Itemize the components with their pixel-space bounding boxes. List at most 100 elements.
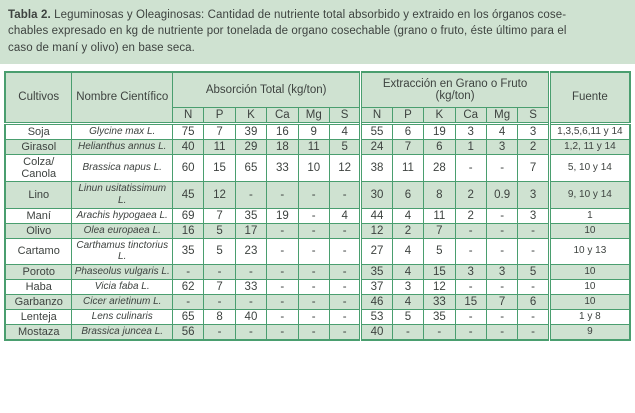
extraction-value-cell: 40 — [359, 324, 393, 341]
absorption-value-cell: 4 — [328, 122, 362, 140]
extraction-value-cell: - — [454, 153, 487, 182]
extraction-value-cell: - — [485, 207, 519, 224]
nutrient-col-header: K — [423, 106, 456, 124]
extraction-value-cell: 33 — [423, 294, 456, 311]
extraction-value-cell: 2 — [517, 138, 550, 155]
scientific-name-cell: Vicia faba L. — [71, 279, 173, 296]
absorption-value-cell: - — [266, 324, 299, 341]
absorption-value-cell: - — [171, 264, 205, 281]
table-row: Soja Glycine max L. 75 7 39 16 9 4 55 6 … — [4, 122, 631, 140]
extraction-value-cell: 35 — [359, 264, 393, 281]
absorption-value-cell: - — [297, 279, 330, 296]
absorption-value-cell: 35 — [171, 237, 205, 266]
absorption-value-cell: 18 — [266, 138, 299, 155]
extraction-value-cell: 2 — [391, 222, 425, 239]
crop-name-cell: Soja — [4, 122, 73, 140]
absorption-value-cell: 45 — [171, 180, 205, 209]
caption-line-3: caso de maní y olivo) en base seca. — [8, 41, 195, 54]
extraction-value-cell: - — [517, 222, 550, 239]
absorption-value-cell: - — [297, 180, 330, 209]
absorption-value-cell: 7 — [203, 279, 236, 296]
extraction-value-cell: 0.9 — [485, 180, 519, 209]
absorption-value-cell: - — [171, 294, 205, 311]
extraction-value-cell: 5 — [391, 309, 425, 326]
absorption-value-cell: 65 — [171, 309, 205, 326]
extraction-value-cell: 6 — [391, 180, 425, 209]
header-extraccion-grano: Extracción en Grano o Fruto (kg/ton) — [359, 71, 550, 108]
extraction-value-cell: 3 — [517, 207, 550, 224]
extraction-value-cell: 5 — [423, 237, 456, 266]
absorption-value-cell: 16 — [171, 222, 205, 239]
header-row-main: Cultivos Nombre Científico Absorción Tot… — [4, 71, 631, 124]
absorption-value-cell: - — [266, 309, 299, 326]
source-cell: 9, 10 y 14 — [547, 180, 631, 209]
extraction-value-cell: - — [454, 279, 487, 296]
source-cell: 1 — [547, 207, 631, 224]
extraction-value-cell: 6 — [517, 294, 550, 311]
crop-name-cell: Poroto — [4, 264, 73, 281]
scientific-name-cell: Glycine max L. — [71, 122, 173, 140]
extraction-value-cell: 3 — [485, 138, 519, 155]
extraction-value-cell: 53 — [359, 309, 393, 326]
table-row: Lenteja Lens culinaris 65 8 40 - - - 53 … — [4, 309, 631, 326]
absorption-value-cell: 69 — [171, 207, 205, 224]
extraction-value-cell: - — [517, 309, 550, 326]
source-cell: 9 — [547, 324, 631, 341]
absorption-value-cell: 65 — [234, 153, 268, 182]
absorption-value-cell: 5 — [203, 222, 236, 239]
crop-name-cell: Colza/ Canola — [4, 153, 73, 182]
extraction-value-cell: - — [485, 222, 519, 239]
nutrient-col-header: P — [203, 106, 236, 124]
scientific-name-cell: Phaseolus vulgaris L. — [71, 264, 173, 281]
absorption-value-cell: 5 — [328, 138, 362, 155]
absorption-value-cell: - — [203, 324, 236, 341]
nutrient-col-header: Ca — [454, 106, 487, 124]
table-header: Cultivos Nombre Científico Absorción Tot… — [4, 71, 631, 124]
extraction-value-cell: 38 — [359, 153, 393, 182]
absorption-value-cell: 8 — [203, 309, 236, 326]
absorption-value-cell: 35 — [234, 207, 268, 224]
extraction-value-cell: - — [485, 153, 519, 182]
absorption-value-cell: - — [297, 237, 330, 266]
extraction-value-cell: 4 — [391, 207, 425, 224]
crop-name-cell: Maní — [4, 207, 73, 224]
absorption-value-cell: - — [266, 237, 299, 266]
absorption-value-cell: - — [328, 264, 362, 281]
extraction-value-cell: - — [391, 324, 425, 341]
absorption-value-cell: - — [297, 309, 330, 326]
caption-line-2: chables expresado en kg de nutriente por… — [8, 25, 567, 38]
absorption-value-cell: 7 — [203, 207, 236, 224]
extraction-value-cell: 6 — [423, 138, 456, 155]
extraction-value-cell: - — [454, 222, 487, 239]
extraction-value-cell: 3 — [517, 180, 550, 209]
extraction-value-cell: 15 — [454, 294, 487, 311]
absorption-value-cell: 15 — [203, 153, 236, 182]
extraction-value-cell: 11 — [423, 207, 456, 224]
extraction-value-cell: 19 — [423, 122, 456, 140]
absorption-value-cell: 12 — [328, 153, 362, 182]
extraction-value-cell: - — [454, 237, 487, 266]
extraction-value-cell: 3 — [391, 279, 425, 296]
extraction-value-cell: 12 — [359, 222, 393, 239]
absorption-value-cell: - — [266, 180, 299, 209]
extraction-value-cell: 35 — [423, 309, 456, 326]
header-fuente: Fuente — [547, 71, 631, 124]
table-caption: Tabla 2. Leguminosas y Oleaginosas: Cant… — [0, 0, 635, 64]
extraction-value-cell: 27 — [359, 237, 393, 266]
absorption-value-cell: 75 — [171, 122, 205, 140]
extraction-value-cell: 6 — [391, 122, 425, 140]
scientific-name-cell: Lens culinaris — [71, 309, 173, 326]
extraction-value-cell: 37 — [359, 279, 393, 296]
extraction-value-cell: 7 — [391, 138, 425, 155]
crop-name-cell: Girasol — [4, 138, 73, 155]
absorption-value-cell: - — [328, 279, 362, 296]
source-cell: 10 — [547, 279, 631, 296]
nutrient-col-header: S — [328, 106, 362, 124]
extraction-value-cell: 4 — [391, 294, 425, 311]
nutrient-col-header: Ca — [266, 106, 299, 124]
header-cultivos: Cultivos — [4, 71, 73, 124]
scientific-name-cell: Helianthus annus L. — [71, 138, 173, 155]
source-cell: 10 — [547, 264, 631, 281]
source-cell: 1 y 8 — [547, 309, 631, 326]
